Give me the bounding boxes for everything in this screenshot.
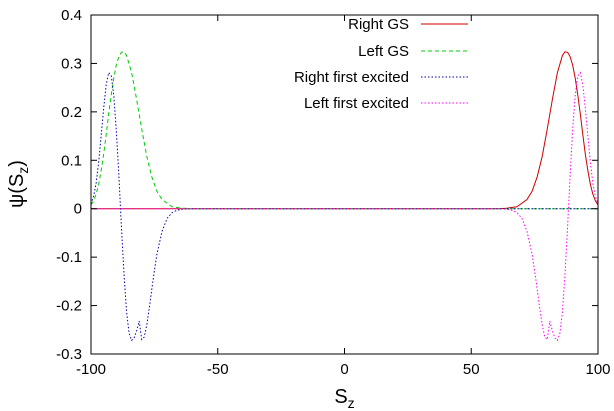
y-tick-label: 0.1 (61, 152, 82, 169)
series-layer (90, 51, 599, 342)
legend-label: Right first excited (294, 69, 409, 86)
series-line-1 (91, 51, 599, 210)
legend: Right GS Left GS Right first excited Left f… (294, 16, 468, 112)
y-axis-label-close: ) (6, 160, 28, 167)
x-axis-label-main: S (334, 386, 347, 408)
y-axis-label: ψ(Sz) (6, 160, 31, 208)
series-line-3 (90, 71, 598, 342)
x-tick-label: 50 (463, 361, 480, 378)
legend-label: Right GS (348, 16, 409, 33)
y-tick-label: 0.4 (61, 7, 82, 24)
plot-frame (90, 14, 599, 355)
y-axis-label-main: ψ(S (6, 174, 28, 208)
x-tick-label: -50 (207, 361, 229, 378)
y-tick-label: -0.3 (56, 346, 82, 363)
x-tick-label: -100 (76, 361, 106, 378)
y-tick-label: 0 (74, 201, 82, 218)
series-line-4 (91, 71, 599, 342)
x-axis-label: Sz (334, 386, 354, 411)
x-tick-label: 0 (340, 361, 348, 378)
y-tick-label: 0.3 (61, 55, 82, 72)
y-tick-label: 0.2 (61, 104, 82, 121)
legend-label: Left first excited (304, 95, 409, 112)
series-line-2 (90, 51, 598, 210)
tick-layer: -100 -50 0 50 100 -0.3 -0.2 -0.1 0 0.1 0.2 0.3 0.4 (56, 7, 610, 378)
x-tick-label: 100 (585, 361, 610, 378)
y-axis-label-subscript: z (15, 167, 31, 174)
y-tick-label: -0.1 (56, 249, 82, 266)
legend-label: Left GS (358, 43, 409, 60)
y-tick-label: -0.2 (56, 298, 82, 315)
x-axis-label-subscript: z (348, 395, 355, 411)
